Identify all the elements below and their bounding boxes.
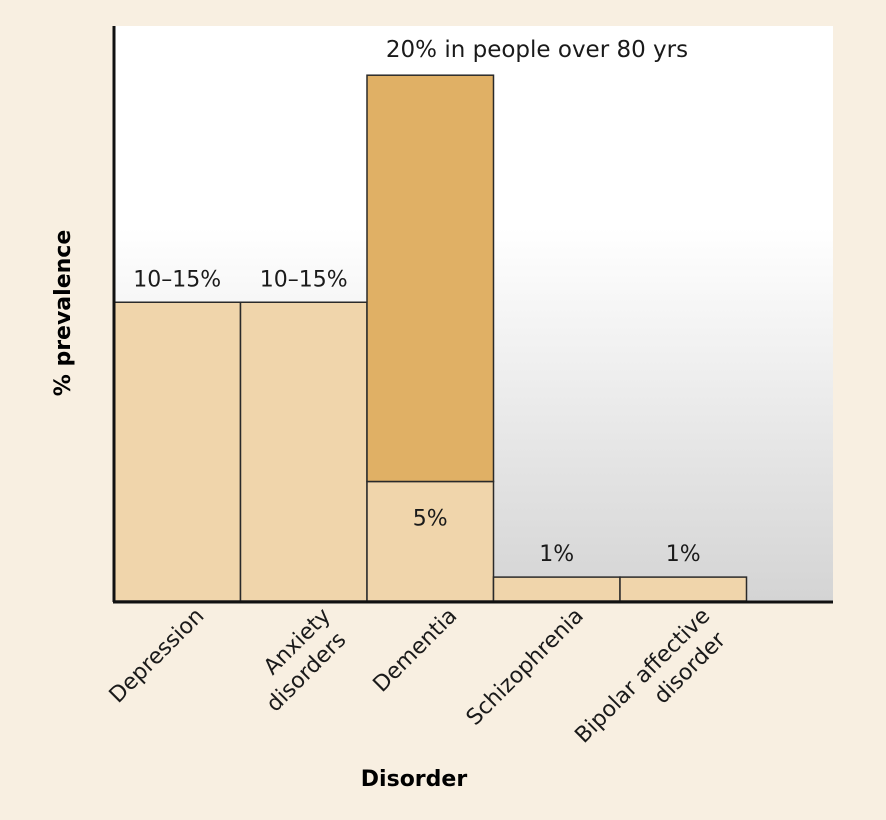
data-label-bipolar-affective-disorder: 1% [666,542,701,567]
bar-schizophrenia [492,576,621,602]
tick-label-line: Schizophrenia [462,604,589,731]
data-label-dementia: 5% [413,507,448,532]
data-label-depression: 10–15% [133,267,221,292]
bar-depression [113,301,242,602]
tick-label-line: Dementia [369,604,463,698]
bars [113,74,748,602]
data-labels: 10–15% 10–15% 5% 1% 1% [133,267,700,567]
bar-bipolar-affective-disorder [619,576,748,602]
bar-upper-dementia [366,74,495,483]
data-label-anxiety-disorders: 10–15% [260,267,348,292]
tick-label-schizophrenia: Schizophrenia [462,604,589,731]
tick-label-line: Depression [105,604,210,709]
bar-dementia [366,480,495,602]
tick-label-depression: Depression [105,604,210,709]
bar-anxiety-disorders [239,301,368,602]
data-label-schizophrenia: 1% [539,542,574,567]
tick-label-dementia: Dementia [369,604,463,698]
dementia-annotation: 20% in people over 80 yrs [386,37,688,63]
x-axis-label: Disorder [361,767,468,792]
y-axis-label: % prevalence [51,230,76,397]
axes [112,26,833,604]
